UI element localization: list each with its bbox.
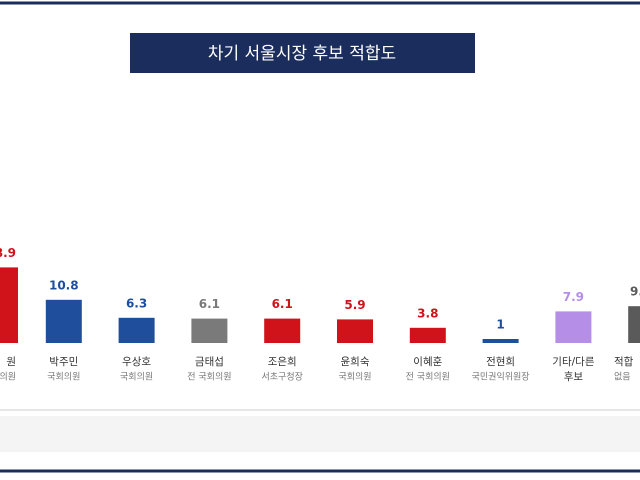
value-label: 1: [496, 318, 504, 332]
bar: [264, 318, 301, 343]
category-sublabel: 전 국회의원: [406, 372, 450, 383]
category-label: 우상호: [122, 356, 151, 368]
bar: [45, 299, 82, 343]
bar: [0, 267, 18, 343]
category-sublabel: 전 국회의원: [187, 372, 231, 383]
category-sublabel: 국회의원: [338, 372, 371, 383]
bar: [409, 327, 446, 343]
category-sublabel: 국회의원: [120, 372, 153, 383]
value-label: 6.3: [126, 296, 147, 310]
category-label: 적합: [614, 356, 634, 368]
category-label: 이혜훈: [413, 355, 442, 368]
bar: [555, 311, 592, 343]
value-label: 7.9: [563, 290, 584, 304]
chart-title: 차기 서울시장 후보 적합도: [208, 44, 396, 64]
category-sublabel: 의원: [0, 372, 16, 383]
bar: [337, 319, 373, 343]
value-label: 10.8: [49, 278, 79, 292]
value-label: 5.9: [344, 298, 365, 312]
title-box: [130, 33, 475, 73]
bar: [482, 339, 519, 343]
bar: [191, 318, 228, 343]
value-label: 18.9: [0, 246, 16, 260]
bar: [118, 317, 155, 343]
value-label: 6.1: [199, 297, 220, 311]
value-label: 6.1: [272, 297, 293, 311]
category-label: 기타/다른: [552, 356, 595, 368]
category-sublabel: 국민권익위원장: [472, 371, 530, 383]
footer-note-area: [0, 416, 640, 452]
category-label: 윤희숙: [341, 356, 370, 368]
category-sublabel: 후보: [564, 371, 584, 383]
category-sublabel: 국회의원: [47, 372, 80, 383]
category-sublabel: 없음: [614, 372, 631, 383]
category-label: 전현희: [486, 356, 515, 368]
value-label: 3.8: [417, 306, 438, 320]
category-label: 박주민: [49, 356, 78, 368]
value-label: 9.2: [630, 285, 640, 299]
category-label: 조은희: [268, 356, 297, 368]
bar: [628, 306, 640, 343]
category-sublabel: 서초구청장: [261, 372, 302, 383]
category-label: 원: [6, 356, 16, 368]
category-label: 금태섭: [195, 356, 224, 368]
